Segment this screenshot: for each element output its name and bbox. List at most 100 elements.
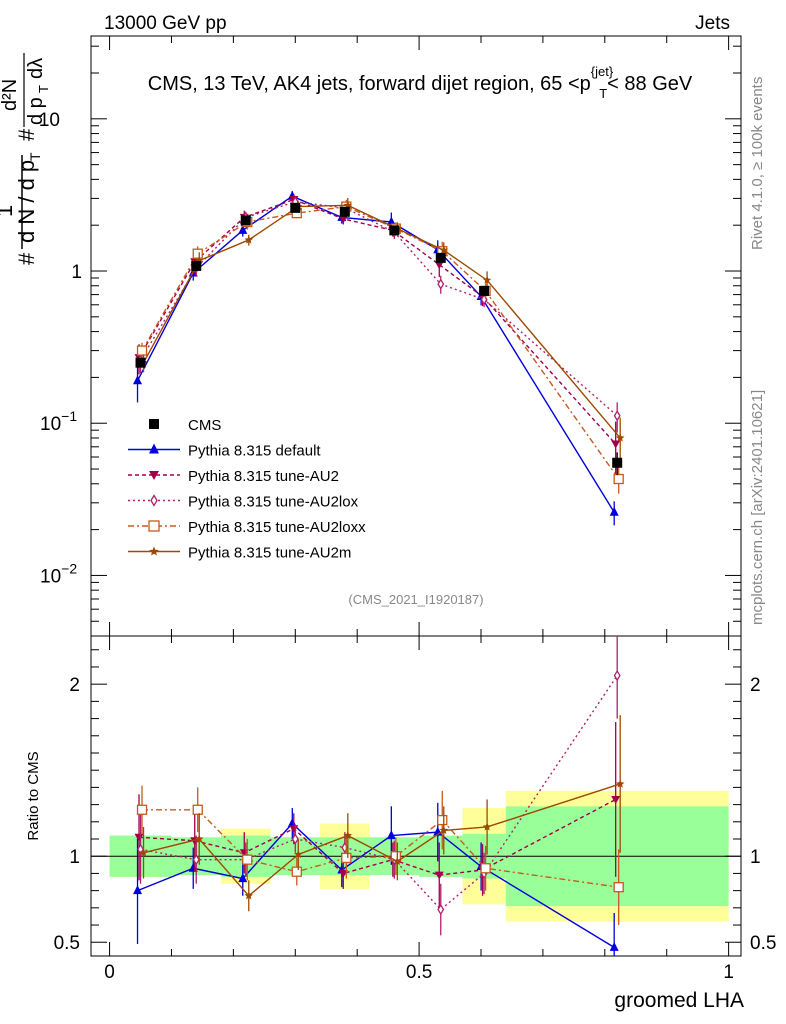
main-series-point (439, 245, 448, 254)
legend-marker (149, 546, 159, 556)
source-label: mcplots.cern.ch [arXiv:2401.10621] (749, 390, 766, 625)
legend-label: Pythia 8.315 tune-AU2 (188, 468, 339, 485)
ratio-series-group (133, 636, 625, 956)
cms-data-point (389, 225, 400, 236)
svg-text:T: T (27, 152, 43, 161)
energy-label: 13000 GeV pp (104, 13, 227, 34)
analysis-id: (CMS_2021_I1920187) (348, 592, 483, 607)
cms-data-point (191, 260, 202, 271)
ratio-series-point (291, 866, 302, 877)
ratio-y-tick-label-right: 2 (750, 675, 761, 696)
main-series-group (133, 190, 625, 526)
svg-text:d²N: d²N (0, 79, 21, 111)
ratio-series-point (437, 903, 445, 916)
main-y-tick-label: 10−2 (40, 560, 77, 587)
main-series-point (615, 433, 625, 442)
svg-text:#: # (14, 252, 39, 265)
ratio-series-point (338, 869, 348, 878)
main-y-tick-label: 10−1 (40, 408, 77, 435)
main-series-point (338, 215, 348, 224)
legend-marker (150, 494, 158, 507)
main-series-point (386, 216, 396, 226)
x-axis-label: groomed LHA (614, 989, 744, 1012)
legend-marker (149, 419, 159, 429)
main-series-point (133, 375, 143, 385)
main-series-point (609, 506, 619, 516)
ratio-series-point (439, 825, 448, 834)
ratio-series-point (133, 885, 143, 895)
svg-text:1: 1 (0, 205, 17, 217)
main-series-point (613, 473, 624, 485)
svg-text:T: T (36, 85, 51, 93)
legend-marker (149, 471, 159, 480)
x-tick-label: 0 (104, 962, 115, 983)
category-label: Jets (695, 13, 730, 34)
ratio-series-point (244, 891, 253, 900)
x-tick-label: 0.5 (406, 962, 432, 983)
ratio-series-point (239, 849, 249, 858)
cms-data-point (240, 215, 251, 226)
ratio-series-point (136, 804, 148, 815)
ratio-series-point (343, 831, 353, 840)
chart-title: CMS, 13 TeV, AK4 jets, forward dijet reg… (148, 64, 693, 101)
main-series-point (238, 224, 248, 234)
rivet-label: Rivet 4.1.0, ≥ 100k events (749, 77, 766, 250)
ratio-series-point (287, 818, 297, 828)
ratio-series-point (238, 873, 248, 883)
x-tick-label: 1 (723, 962, 734, 983)
main-series-point (192, 248, 203, 259)
ratio-series-point (482, 822, 492, 831)
main-series-point (136, 345, 148, 356)
cms-data-point (435, 252, 446, 263)
ratio-y-tick-label-right: 1 (750, 847, 761, 868)
ratio-series-point (192, 804, 203, 815)
svg-text:d p: d p (25, 97, 47, 125)
main-series-point (613, 409, 621, 422)
ratio-series-line (138, 798, 617, 876)
ratio-y-axis-label: Ratio to CMS (25, 751, 42, 840)
ratio-series-point (341, 852, 352, 864)
ratio-series-point (480, 863, 491, 874)
main-y-axis-label: # d N / d p T 1 # d p T dλ d²N (0, 53, 51, 265)
ratio-series-point (294, 850, 303, 859)
ratio-series-point (291, 833, 299, 845)
main-y-tick-label: 1 (71, 262, 82, 283)
ratio-series-point (134, 833, 144, 842)
cms-data-point (479, 285, 490, 296)
legend-label: CMS (188, 417, 221, 434)
ratio-series-point (195, 834, 204, 843)
ratio-series-point (242, 854, 253, 865)
main-series-line (142, 204, 621, 439)
ratio-series-point (434, 871, 444, 880)
cms-data-point (290, 202, 301, 213)
main-series-line (138, 198, 617, 445)
ratio-series-point (289, 825, 299, 834)
legend-label: Pythia 8.315 default (188, 443, 321, 460)
main-series-point (437, 278, 445, 290)
legend-marker (149, 443, 159, 454)
main-series-line (141, 205, 620, 480)
ratio-series-point (611, 795, 621, 804)
cms-data-point (339, 206, 350, 217)
ratio-series-point (188, 862, 198, 872)
ratio-y-tick-label-right: 0.5 (750, 933, 776, 954)
main-y-tick-label: 10 (39, 110, 60, 131)
legend-marker (148, 520, 160, 532)
ratio-y-tick-label: 0.5 (54, 933, 80, 954)
ratio-series-point (615, 779, 625, 788)
legend-label: Pythia 8.315 tune-AU2m (188, 545, 351, 562)
ratio-series-point (192, 853, 200, 866)
ratio-series-point (609, 941, 619, 951)
cms-data-point (612, 457, 623, 468)
ratio-series-point (613, 882, 624, 893)
axis-ticks (91, 36, 741, 956)
svg-text:dλ: dλ (25, 58, 47, 79)
ratio-series-point (613, 669, 621, 682)
axis-tick-labels: 0 0.5 1 10−2 10−1 1 10 0.5 0.5 1 1 2 2 (39, 110, 777, 983)
main-series-line (139, 201, 618, 417)
legend-label: Pythia 8.315 tune-AU2loxx (188, 519, 366, 536)
ratio-y-tick-label: 2 (69, 675, 80, 696)
main-series-point (434, 261, 444, 270)
ratio-series-point (386, 830, 396, 840)
